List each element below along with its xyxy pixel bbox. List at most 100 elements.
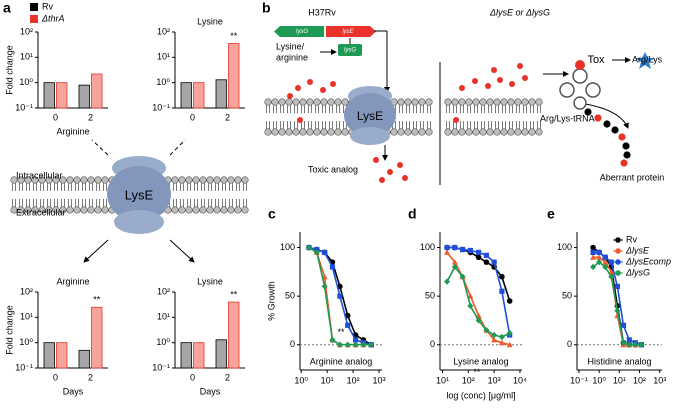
lipid-head: [411, 128, 419, 136]
y-tick-label: 100: [557, 242, 572, 252]
lipid-head: [285, 128, 293, 136]
lipid-head: [101, 176, 109, 184]
point: [620, 322, 627, 328]
legend-label: ΔthrA: [41, 13, 65, 23]
x-tick-label: 10²: [347, 375, 360, 385]
point: [491, 331, 498, 339]
lipid-head: [425, 128, 433, 136]
y-tick-label: 0: [290, 339, 295, 349]
label: Extracellular: [16, 207, 66, 217]
x-tick-label: 2: [225, 372, 230, 382]
lipid-head: [241, 176, 249, 184]
lipid-head: [234, 206, 242, 214]
molecule: [330, 81, 336, 87]
lipid-head: [94, 176, 102, 184]
point: [626, 337, 632, 343]
label: Intracellular: [16, 170, 63, 180]
trna: [559, 68, 601, 110]
dot: [575, 60, 585, 70]
x-tick-label: 10⁰: [294, 375, 308, 385]
lipid-head: [73, 206, 81, 214]
point: [608, 259, 614, 265]
label: lysE: [342, 29, 354, 35]
point: [475, 254, 482, 261]
point: [451, 263, 458, 271]
label: ΔlysE or ΔlysG: [489, 7, 550, 17]
x-tick-label: 0: [190, 372, 195, 382]
lipid-head: [390, 128, 398, 136]
y-tick-label: 10⁻¹: [15, 102, 33, 112]
lipid-head: [404, 128, 412, 136]
molecule: [402, 175, 408, 181]
y-axis-label: Fold change: [4, 45, 14, 95]
lipid-head: [472, 98, 480, 106]
point: [337, 293, 343, 299]
y-tick-label: 0: [567, 339, 572, 349]
point: [506, 341, 513, 348]
legend-label: Rv: [626, 234, 637, 244]
molecule: [453, 117, 459, 123]
charts: 10⁻¹ 10⁰ 10¹ 10² Fold change 0 2 Arginine Rv Δthr…: [4, 1, 671, 400]
lipid-head: [397, 98, 405, 106]
dash: [91, 139, 109, 156]
lipid-head: [80, 176, 88, 184]
molecule: [517, 63, 523, 69]
lipid-head: [185, 176, 193, 184]
lipid-head: [59, 206, 67, 214]
bar: [215, 339, 227, 369]
lipid-head: [178, 176, 186, 184]
point: [602, 254, 608, 260]
residue: [603, 120, 611, 128]
label: Toxic analog: [308, 164, 358, 174]
point: [322, 249, 328, 256]
arrow: [584, 103, 629, 129]
molecule: [491, 67, 497, 73]
lipid-head: [404, 98, 412, 106]
x-axis-label: Arginine: [56, 126, 89, 136]
lipid-head: [327, 128, 335, 136]
lipid-head: [52, 176, 60, 184]
diagram-b: [274, 26, 655, 185]
lipid-head: [486, 128, 494, 136]
lipid-head: [227, 176, 235, 184]
lipid-head: [24, 176, 32, 184]
panel-label: a: [3, 0, 11, 16]
molecule: [509, 81, 515, 87]
lipid-head: [264, 128, 272, 136]
chart: 10⁻¹ 10⁰ 10¹ 10² Fold change 0 2 Arginine Days **: [4, 276, 108, 396]
point: [483, 259, 490, 265]
lipid-head: [241, 206, 249, 214]
point: [353, 337, 359, 343]
lipid-head: [10, 206, 18, 214]
panel-caption: Lysine analog: [453, 356, 508, 366]
point: [632, 341, 639, 348]
x-tick-label: 10³: [653, 375, 666, 385]
point: [345, 322, 351, 328]
bar: [228, 43, 240, 109]
point: [459, 246, 466, 253]
point: [596, 254, 603, 260]
point: [590, 249, 596, 256]
lipid-head: [234, 176, 242, 184]
label: LysE: [357, 109, 383, 123]
residue: [622, 142, 630, 150]
lipid-head: [31, 176, 39, 184]
point: [467, 247, 473, 254]
legend-label: ΔlysE: [625, 245, 650, 255]
chart: 10⁻¹ 10⁰ 10¹ 10² 0 2 Lysine **: [152, 16, 245, 122]
lipid-head: [178, 206, 186, 214]
x-axis-label: Days: [200, 386, 221, 396]
lipid-head: [45, 176, 53, 184]
lipid-head: [444, 98, 452, 106]
annotation: **: [337, 327, 345, 337]
point: [344, 341, 351, 348]
lipid-head: [94, 206, 102, 214]
x-tick-label: 10²: [462, 375, 475, 385]
point: [321, 283, 328, 290]
chart-title: Lysine: [197, 16, 223, 26]
lipid-head: [299, 98, 307, 106]
lipid-head: [38, 206, 46, 214]
bar: [193, 82, 205, 109]
